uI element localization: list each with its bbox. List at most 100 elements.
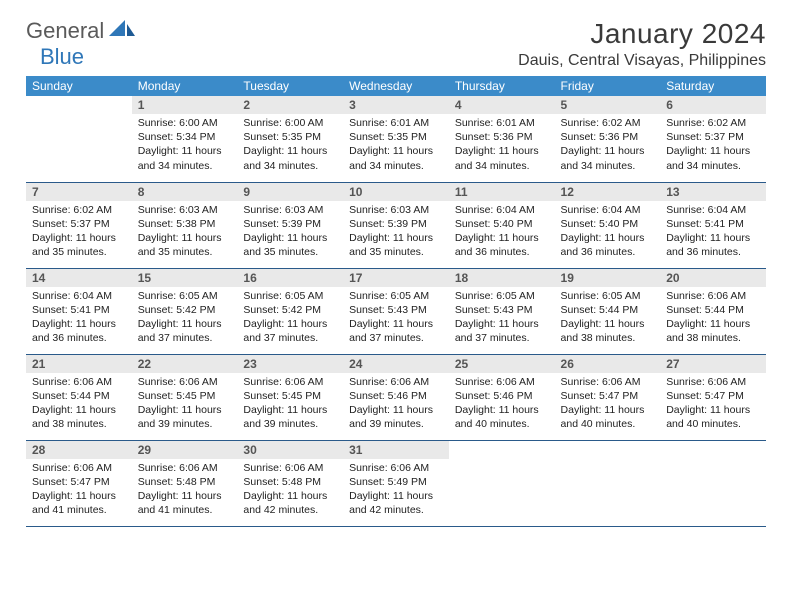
calendar-day-cell — [660, 440, 766, 526]
day-number: 12 — [555, 183, 661, 201]
day-number: 18 — [449, 269, 555, 287]
day-details: Sunrise: 6:05 AMSunset: 5:42 PMDaylight:… — [132, 287, 238, 350]
day-number: 4 — [449, 96, 555, 114]
day-details: Sunrise: 6:05 AMSunset: 5:44 PMDaylight:… — [555, 287, 661, 350]
day-details: Sunrise: 6:04 AMSunset: 5:40 PMDaylight:… — [555, 201, 661, 264]
day-details: Sunrise: 6:06 AMSunset: 5:48 PMDaylight:… — [132, 459, 238, 522]
day-number: 27 — [660, 355, 766, 373]
calendar-day-cell: 6Sunrise: 6:02 AMSunset: 5:37 PMDaylight… — [660, 96, 766, 182]
day-details: Sunrise: 6:04 AMSunset: 5:41 PMDaylight:… — [26, 287, 132, 350]
day-details: Sunrise: 6:05 AMSunset: 5:43 PMDaylight:… — [449, 287, 555, 350]
brand-logo: General Blue — [26, 18, 135, 70]
calendar-day-cell: 30Sunrise: 6:06 AMSunset: 5:48 PMDayligh… — [237, 440, 343, 526]
calendar-day-cell: 22Sunrise: 6:06 AMSunset: 5:45 PMDayligh… — [132, 354, 238, 440]
calendar-week-row: 21Sunrise: 6:06 AMSunset: 5:44 PMDayligh… — [26, 354, 766, 440]
calendar-day-cell: 23Sunrise: 6:06 AMSunset: 5:45 PMDayligh… — [237, 354, 343, 440]
calendar-day-cell: 8Sunrise: 6:03 AMSunset: 5:38 PMDaylight… — [132, 182, 238, 268]
weekday-header: Sunday — [26, 76, 132, 96]
calendar-day-cell: 20Sunrise: 6:06 AMSunset: 5:44 PMDayligh… — [660, 268, 766, 354]
day-details: Sunrise: 6:05 AMSunset: 5:43 PMDaylight:… — [343, 287, 449, 350]
calendar-day-cell — [449, 440, 555, 526]
day-number: 29 — [132, 441, 238, 459]
day-number: 23 — [237, 355, 343, 373]
day-details: Sunrise: 6:06 AMSunset: 5:47 PMDaylight:… — [555, 373, 661, 436]
day-details: Sunrise: 6:01 AMSunset: 5:36 PMDaylight:… — [449, 114, 555, 177]
sail-icon — [109, 20, 135, 43]
day-number: 24 — [343, 355, 449, 373]
day-details: Sunrise: 6:02 AMSunset: 5:37 PMDaylight:… — [660, 114, 766, 177]
calendar-day-cell: 14Sunrise: 6:04 AMSunset: 5:41 PMDayligh… — [26, 268, 132, 354]
day-details: Sunrise: 6:06 AMSunset: 5:44 PMDaylight:… — [660, 287, 766, 350]
calendar-day-cell: 7Sunrise: 6:02 AMSunset: 5:37 PMDaylight… — [26, 182, 132, 268]
day-number: 28 — [26, 441, 132, 459]
calendar-day-cell: 5Sunrise: 6:02 AMSunset: 5:36 PMDaylight… — [555, 96, 661, 182]
calendar-day-cell: 28Sunrise: 6:06 AMSunset: 5:47 PMDayligh… — [26, 440, 132, 526]
day-number — [555, 441, 661, 445]
day-details: Sunrise: 6:04 AMSunset: 5:41 PMDaylight:… — [660, 201, 766, 264]
day-number: 8 — [132, 183, 238, 201]
day-number: 30 — [237, 441, 343, 459]
day-number: 2 — [237, 96, 343, 114]
day-details: Sunrise: 6:06 AMSunset: 5:47 PMDaylight:… — [26, 459, 132, 522]
calendar-day-cell: 15Sunrise: 6:05 AMSunset: 5:42 PMDayligh… — [132, 268, 238, 354]
calendar-day-cell: 16Sunrise: 6:05 AMSunset: 5:42 PMDayligh… — [237, 268, 343, 354]
weekday-header: Wednesday — [343, 76, 449, 96]
month-title: January 2024 — [518, 18, 766, 50]
calendar-header-row: SundayMondayTuesdayWednesdayThursdayFrid… — [26, 76, 766, 96]
calendar-week-row: 7Sunrise: 6:02 AMSunset: 5:37 PMDaylight… — [26, 182, 766, 268]
calendar-day-cell: 24Sunrise: 6:06 AMSunset: 5:46 PMDayligh… — [343, 354, 449, 440]
calendar-day-cell: 18Sunrise: 6:05 AMSunset: 5:43 PMDayligh… — [449, 268, 555, 354]
day-number: 9 — [237, 183, 343, 201]
day-details: Sunrise: 6:06 AMSunset: 5:46 PMDaylight:… — [449, 373, 555, 436]
calendar-day-cell: 19Sunrise: 6:05 AMSunset: 5:44 PMDayligh… — [555, 268, 661, 354]
calendar-day-cell — [26, 96, 132, 182]
brand-text: General Blue — [26, 18, 135, 70]
calendar-day-cell: 11Sunrise: 6:04 AMSunset: 5:40 PMDayligh… — [449, 182, 555, 268]
day-details: Sunrise: 6:06 AMSunset: 5:48 PMDaylight:… — [237, 459, 343, 522]
day-number: 22 — [132, 355, 238, 373]
day-details: Sunrise: 6:06 AMSunset: 5:45 PMDaylight:… — [237, 373, 343, 436]
day-number — [26, 96, 132, 100]
location-text: Dauis, Central Visayas, Philippines — [518, 52, 766, 70]
day-details: Sunrise: 6:06 AMSunset: 5:46 PMDaylight:… — [343, 373, 449, 436]
day-number: 6 — [660, 96, 766, 114]
calendar-day-cell: 25Sunrise: 6:06 AMSunset: 5:46 PMDayligh… — [449, 354, 555, 440]
calendar-day-cell: 21Sunrise: 6:06 AMSunset: 5:44 PMDayligh… — [26, 354, 132, 440]
weekday-header: Tuesday — [237, 76, 343, 96]
day-details: Sunrise: 6:03 AMSunset: 5:39 PMDaylight:… — [343, 201, 449, 264]
calendar-day-cell: 12Sunrise: 6:04 AMSunset: 5:40 PMDayligh… — [555, 182, 661, 268]
calendar-day-cell: 4Sunrise: 6:01 AMSunset: 5:36 PMDaylight… — [449, 96, 555, 182]
day-number: 16 — [237, 269, 343, 287]
calendar-day-cell: 9Sunrise: 6:03 AMSunset: 5:39 PMDaylight… — [237, 182, 343, 268]
calendar-week-row: 28Sunrise: 6:06 AMSunset: 5:47 PMDayligh… — [26, 440, 766, 526]
day-details: Sunrise: 6:06 AMSunset: 5:47 PMDaylight:… — [660, 373, 766, 436]
calendar-body: 1Sunrise: 6:00 AMSunset: 5:34 PMDaylight… — [26, 96, 766, 526]
day-number: 11 — [449, 183, 555, 201]
day-details: Sunrise: 6:06 AMSunset: 5:45 PMDaylight:… — [132, 373, 238, 436]
weekday-header: Saturday — [660, 76, 766, 96]
day-details: Sunrise: 6:02 AMSunset: 5:36 PMDaylight:… — [555, 114, 661, 177]
day-details: Sunrise: 6:04 AMSunset: 5:40 PMDaylight:… — [449, 201, 555, 264]
calendar-day-cell: 26Sunrise: 6:06 AMSunset: 5:47 PMDayligh… — [555, 354, 661, 440]
day-details: Sunrise: 6:00 AMSunset: 5:35 PMDaylight:… — [237, 114, 343, 177]
day-number: 21 — [26, 355, 132, 373]
day-number: 31 — [343, 441, 449, 459]
header: General Blue January 2024 Dauis, Central… — [26, 18, 766, 70]
day-number: 1 — [132, 96, 238, 114]
day-number: 5 — [555, 96, 661, 114]
day-number: 7 — [26, 183, 132, 201]
brand-part1: General — [26, 18, 104, 43]
day-number: 17 — [343, 269, 449, 287]
day-number: 13 — [660, 183, 766, 201]
day-details: Sunrise: 6:05 AMSunset: 5:42 PMDaylight:… — [237, 287, 343, 350]
day-number: 3 — [343, 96, 449, 114]
calendar-day-cell: 10Sunrise: 6:03 AMSunset: 5:39 PMDayligh… — [343, 182, 449, 268]
calendar-day-cell: 2Sunrise: 6:00 AMSunset: 5:35 PMDaylight… — [237, 96, 343, 182]
day-details: Sunrise: 6:03 AMSunset: 5:38 PMDaylight:… — [132, 201, 238, 264]
weekday-header: Friday — [555, 76, 661, 96]
calendar-week-row: 14Sunrise: 6:04 AMSunset: 5:41 PMDayligh… — [26, 268, 766, 354]
calendar-day-cell — [555, 440, 661, 526]
day-number — [660, 441, 766, 445]
calendar-page: General Blue January 2024 Dauis, Central… — [0, 0, 792, 545]
day-details: Sunrise: 6:00 AMSunset: 5:34 PMDaylight:… — [132, 114, 238, 177]
